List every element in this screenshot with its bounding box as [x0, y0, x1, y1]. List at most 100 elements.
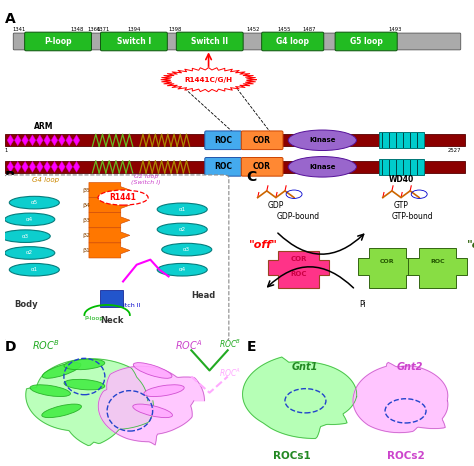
Polygon shape [26, 359, 154, 445]
Polygon shape [44, 135, 50, 146]
Ellipse shape [5, 247, 55, 259]
Text: 1487: 1487 [302, 27, 316, 32]
Ellipse shape [5, 213, 55, 226]
FancyBboxPatch shape [379, 132, 424, 148]
Text: R1441C/G/H: R1441C/G/H [184, 77, 233, 82]
Text: β2: β2 [82, 233, 90, 238]
FancyBboxPatch shape [176, 32, 243, 51]
FancyBboxPatch shape [335, 32, 397, 51]
Text: G5 loop: G5 loop [350, 37, 383, 46]
FancyBboxPatch shape [205, 131, 242, 150]
Text: Switch II: Switch II [191, 37, 228, 46]
Text: ROC$^A$: ROC$^A$ [219, 366, 241, 378]
Text: α4: α4 [26, 217, 33, 222]
Ellipse shape [144, 385, 184, 397]
Text: ROC$^A$: ROC$^A$ [175, 338, 203, 352]
Polygon shape [59, 161, 65, 172]
Text: ROC: ROC [214, 136, 232, 145]
Text: α3: α3 [22, 233, 29, 239]
FancyBboxPatch shape [241, 158, 283, 176]
Text: Switch II: Switch II [114, 302, 140, 308]
Polygon shape [66, 161, 73, 172]
Text: 1348: 1348 [71, 27, 84, 32]
Polygon shape [408, 248, 467, 288]
Text: β3: β3 [82, 218, 90, 223]
Text: 1371: 1371 [97, 27, 110, 32]
Text: 1455: 1455 [278, 27, 291, 32]
FancyBboxPatch shape [205, 158, 242, 176]
Polygon shape [89, 212, 130, 228]
Text: β5: β5 [82, 187, 90, 192]
Text: 1398: 1398 [169, 27, 182, 32]
Polygon shape [353, 363, 448, 432]
Text: R1441: R1441 [109, 193, 137, 202]
Text: α5: α5 [31, 200, 38, 205]
Text: ROC$^B$: ROC$^B$ [219, 338, 241, 350]
Text: ROC: ROC [291, 271, 307, 277]
FancyBboxPatch shape [4, 175, 229, 341]
Ellipse shape [133, 363, 172, 378]
Text: COR: COR [380, 259, 395, 264]
Polygon shape [243, 357, 357, 439]
Text: "off": "off" [248, 240, 277, 250]
Text: β4: β4 [82, 203, 90, 208]
Text: D: D [5, 340, 16, 354]
Text: α2: α2 [26, 250, 33, 255]
Text: E: E [246, 340, 256, 354]
Ellipse shape [64, 359, 105, 370]
Text: α2: α2 [179, 227, 186, 232]
Text: α4: α4 [179, 267, 186, 272]
Text: 2527: 2527 [447, 148, 461, 153]
Polygon shape [66, 135, 73, 146]
Ellipse shape [42, 363, 81, 378]
Ellipse shape [157, 223, 207, 236]
Text: G2 loop
(Switch I): G2 loop (Switch I) [131, 174, 161, 185]
Ellipse shape [157, 203, 207, 216]
Polygon shape [36, 161, 43, 172]
FancyBboxPatch shape [25, 32, 91, 51]
Ellipse shape [42, 404, 82, 418]
Text: WD40: WD40 [389, 175, 414, 184]
Text: ROCs2: ROCs2 [387, 451, 424, 461]
Polygon shape [89, 243, 130, 258]
Text: GTP: GTP [393, 201, 409, 210]
Polygon shape [268, 251, 329, 288]
Text: G4 loop: G4 loop [276, 37, 309, 46]
Text: ROC$^B$: ROC$^B$ [32, 338, 60, 352]
Polygon shape [98, 366, 204, 445]
Text: α3: α3 [183, 247, 191, 252]
Polygon shape [51, 161, 58, 172]
Text: G4 loop: G4 loop [32, 178, 59, 184]
Text: GDP-bound: GDP-bound [277, 212, 320, 221]
Text: 1493: 1493 [388, 27, 401, 32]
Ellipse shape [133, 404, 173, 418]
Polygon shape [89, 228, 130, 243]
Ellipse shape [0, 230, 50, 242]
Text: α1: α1 [179, 207, 186, 212]
Ellipse shape [9, 196, 59, 209]
Polygon shape [59, 135, 65, 146]
Ellipse shape [157, 263, 207, 276]
Polygon shape [22, 161, 28, 172]
Text: P-loop: P-loop [44, 37, 72, 46]
Text: 1394: 1394 [128, 27, 141, 32]
Polygon shape [14, 161, 21, 172]
Polygon shape [7, 161, 14, 172]
Ellipse shape [288, 157, 356, 177]
FancyBboxPatch shape [241, 131, 283, 150]
Ellipse shape [288, 130, 356, 151]
Text: β1: β1 [82, 248, 90, 253]
Ellipse shape [9, 263, 59, 276]
FancyBboxPatch shape [13, 33, 461, 50]
Text: 1: 1 [5, 148, 8, 153]
Polygon shape [36, 135, 43, 146]
Polygon shape [73, 161, 80, 172]
Text: ROC: ROC [214, 162, 232, 171]
Text: C: C [246, 170, 257, 184]
Text: 1341: 1341 [12, 27, 26, 32]
FancyBboxPatch shape [5, 134, 465, 146]
Text: GTP-bound: GTP-bound [392, 212, 433, 221]
Text: ARM: ARM [34, 123, 54, 131]
Polygon shape [29, 161, 36, 172]
Polygon shape [89, 183, 130, 198]
